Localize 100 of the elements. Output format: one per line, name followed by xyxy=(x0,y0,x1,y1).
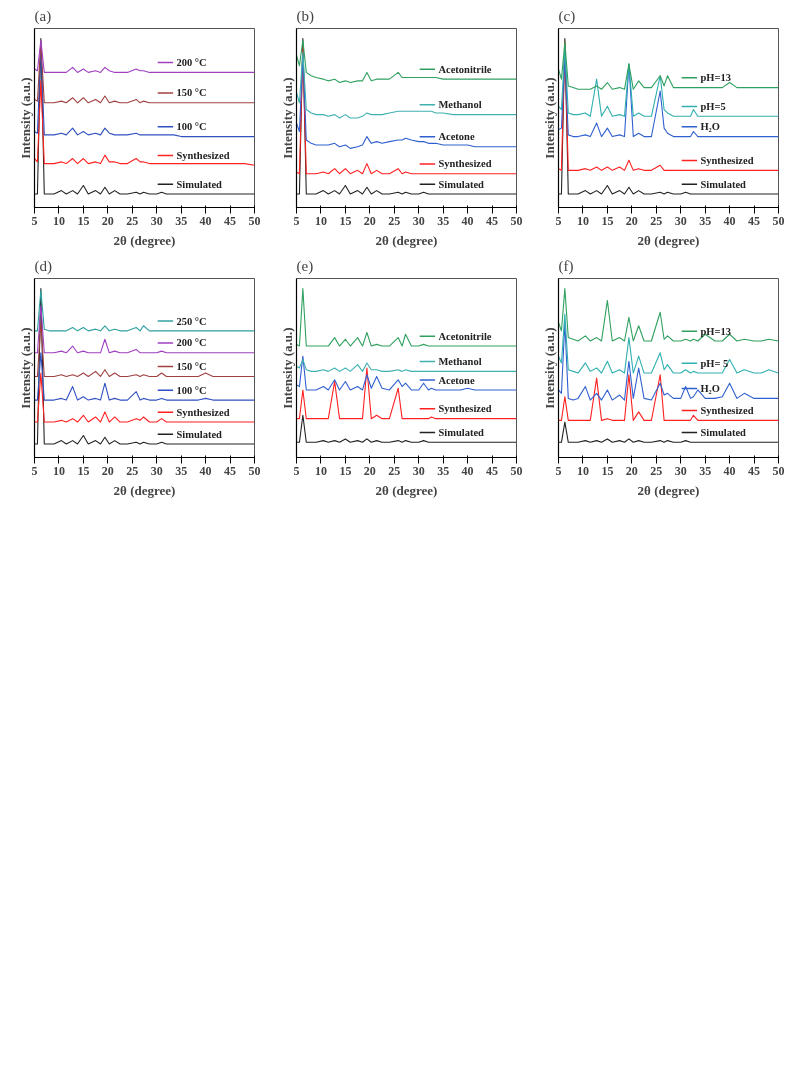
x-tick-label: 35 xyxy=(699,463,712,478)
chart-title: (f) xyxy=(558,257,574,275)
x-tick-label: 15 xyxy=(77,213,90,228)
x-tick-label: 10 xyxy=(314,463,327,478)
x-tick-label: 50 xyxy=(248,463,261,478)
legend-label: Simulated xyxy=(176,178,223,190)
x-tick-label: 20 xyxy=(625,213,638,228)
x-tick-label: 25 xyxy=(388,213,401,228)
chart-title: (a) xyxy=(34,7,52,25)
x-tick-label: 25 xyxy=(126,213,139,228)
legend-label: pH=13 xyxy=(700,72,731,84)
legend-label: pH=13 xyxy=(700,325,731,337)
legend-label: 150 °C xyxy=(176,361,207,373)
x-tick-label: 5 xyxy=(293,463,300,478)
legend-label: Simulated xyxy=(438,178,485,190)
x-tick-label: 15 xyxy=(601,213,614,228)
x-tick-label: 35 xyxy=(437,463,450,478)
x-tick-label: 45 xyxy=(486,463,499,478)
x-axis-title: 2θ (degree) xyxy=(375,232,438,248)
chart-title: (e) xyxy=(296,257,314,275)
x-tick-label: 10 xyxy=(52,463,65,478)
x-axis-title: 2θ (degree) xyxy=(637,482,700,498)
legend-label: Synthesized xyxy=(438,403,492,415)
x-tick-label: 35 xyxy=(175,463,188,478)
x-tick-label: 15 xyxy=(77,463,90,478)
x-tick-label: 5 xyxy=(31,213,38,228)
legend-label: 100 °C xyxy=(176,121,207,133)
x-tick-label: 40 xyxy=(199,213,212,228)
x-tick-label: 50 xyxy=(772,213,785,228)
legend-label: Simulated xyxy=(700,178,747,190)
x-tick-label: 15 xyxy=(339,213,352,228)
x-tick-label: 20 xyxy=(101,463,114,478)
x-tick-label: 5 xyxy=(555,463,562,478)
legend-label: Acetonitrile xyxy=(438,63,492,75)
legend-label: 250 °C xyxy=(176,315,207,327)
y-axis-title: Intensity (a.u.) xyxy=(279,327,295,409)
legend-label: Simulated xyxy=(438,426,485,438)
legend-label: Synthesized xyxy=(438,158,492,170)
x-tick-label: 25 xyxy=(650,463,663,478)
x-tick-label: 50 xyxy=(510,213,523,228)
legend-label: pH=5 xyxy=(700,100,726,112)
legend-label: 150 °C xyxy=(176,87,207,99)
x-axis-title: 2θ (degree) xyxy=(113,232,176,248)
x-tick-label: 30 xyxy=(412,213,425,228)
legend-label: Simulated xyxy=(700,426,747,438)
legend-label: pH= 5 xyxy=(700,357,729,369)
x-tick-label: 5 xyxy=(31,463,38,478)
legend-label: Synthesized xyxy=(176,406,230,418)
legend-label: H₂O xyxy=(700,383,720,395)
x-tick-label: 45 xyxy=(224,213,237,228)
x-tick-label: 35 xyxy=(699,213,712,228)
y-axis-title: Intensity (a.u.) xyxy=(541,77,557,159)
x-tick-label: 40 xyxy=(723,463,736,478)
x-tick-label: 20 xyxy=(101,213,114,228)
legend-label: Acetone xyxy=(438,374,475,386)
x-tick-label: 35 xyxy=(175,213,188,228)
x-tick-label: 45 xyxy=(748,213,761,228)
x-tick-label: 10 xyxy=(576,463,589,478)
legend-label: 100 °C xyxy=(176,384,207,396)
x-tick-label: 30 xyxy=(674,463,687,478)
x-tick-label: 40 xyxy=(461,213,474,228)
legend-label: Synthesized xyxy=(700,405,754,416)
x-tick-label: 45 xyxy=(748,463,761,478)
x-tick-label: 35 xyxy=(437,213,450,228)
legend-label: Simulated xyxy=(176,428,223,440)
x-tick-label: 30 xyxy=(674,213,687,228)
x-tick-label: 10 xyxy=(314,213,327,228)
legend-label: H₂O xyxy=(700,121,720,133)
x-tick-label: 50 xyxy=(772,463,785,478)
x-tick-label: 10 xyxy=(52,213,65,228)
x-tick-label: 20 xyxy=(625,463,638,478)
x-tick-label: 15 xyxy=(339,463,352,478)
x-tick-label: 15 xyxy=(601,463,614,478)
x-tick-label: 30 xyxy=(412,463,425,478)
x-tick-label: 25 xyxy=(650,213,663,228)
x-tick-label: 5 xyxy=(555,213,562,228)
x-tick-label: 5 xyxy=(293,213,300,228)
chart-title: (c) xyxy=(558,7,576,25)
x-axis-title: 2θ (degree) xyxy=(375,482,438,498)
y-axis-title: Intensity (a.u.) xyxy=(279,77,295,159)
x-tick-label: 20 xyxy=(363,463,376,478)
y-axis-title: Intensity (a.u.) xyxy=(17,77,33,159)
x-tick-label: 20 xyxy=(363,213,376,228)
chart-title: (b) xyxy=(296,7,314,25)
legend-label: Synthesized xyxy=(700,155,754,166)
x-tick-label: 30 xyxy=(150,463,163,478)
x-tick-label: 40 xyxy=(199,463,212,478)
x-tick-label: 50 xyxy=(248,213,261,228)
x-tick-label: 25 xyxy=(126,463,139,478)
x-tick-label: 45 xyxy=(486,213,499,228)
legend-label: Acetone xyxy=(438,131,475,143)
x-tick-label: 45 xyxy=(224,463,237,478)
legend-label: Synthesized xyxy=(176,149,230,161)
x-axis-title: 2θ (degree) xyxy=(113,482,176,498)
legend-label: Acetonitrile xyxy=(438,330,492,342)
legend-label: Methanol xyxy=(438,99,482,111)
legend-label: Methanol xyxy=(438,356,482,368)
x-tick-label: 30 xyxy=(150,213,163,228)
x-tick-label: 25 xyxy=(388,463,401,478)
x-axis-title: 2θ (degree) xyxy=(637,232,700,248)
